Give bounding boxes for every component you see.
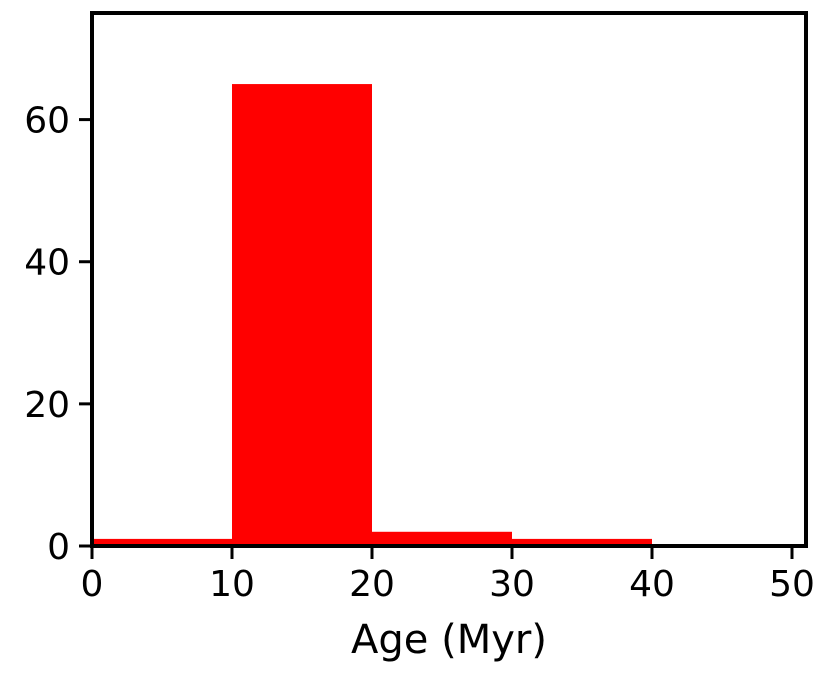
histogram-bar-10-20 (232, 84, 372, 547)
x-tick-label: 50 (769, 564, 815, 605)
y-tick-label: 20 (24, 385, 70, 426)
histogram-bar-20-30 (372, 531, 512, 546)
x-tick-label: 10 (209, 564, 255, 605)
y-tick-label: 0 (47, 527, 70, 568)
bars-group (92, 84, 652, 547)
y-ticks-group: 0 20 40 60 (24, 101, 92, 568)
x-tick-label: 40 (629, 564, 675, 605)
x-tick-label: 30 (489, 564, 535, 605)
plot-frame (90, 11, 808, 548)
y-tick-label: 40 (24, 243, 70, 284)
histogram-bar-30-40 (512, 538, 652, 546)
histogram-bar-0-10 (92, 538, 232, 546)
x-tick-label: 20 (349, 564, 395, 605)
x-ticks-group: 0 10 20 30 40 50 (81, 546, 815, 605)
x-tick-label: 0 (81, 564, 104, 605)
x-axis-label: Age (Myr) (351, 617, 547, 663)
y-tick-label: 60 (24, 101, 70, 142)
